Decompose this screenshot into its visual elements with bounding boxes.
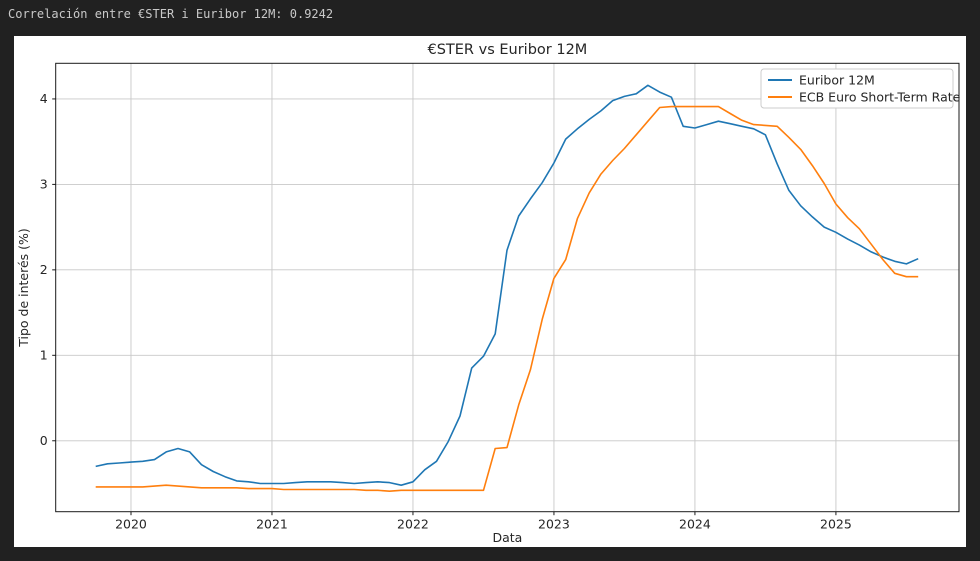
euribor-line (95, 84, 919, 487)
chart-title: €STER vs Euribor 12M (427, 42, 587, 58)
x-axis-label: Data (492, 530, 522, 545)
ester-line (95, 105, 919, 493)
x-tick-label: 2025 (820, 517, 852, 532)
chart-figure: 2020 2021 2022 2023 2024 2025 0 1 2 3 4 €STER vs … (14, 36, 966, 547)
terminal-output-line: Correlación entre €STER i Euribor 12M: 0… (8, 7, 334, 21)
x-tick-labels: 2020 2021 2022 2023 2024 2025 (115, 517, 852, 532)
x-tick-label: 2023 (538, 517, 570, 532)
axis-tick-marks (52, 98, 837, 516)
legend-box (760, 68, 954, 109)
y-tick-label: 4 (40, 91, 48, 106)
legend-label-euribor: Euribor 12M (799, 73, 875, 88)
plot-border (55, 62, 960, 513)
series-lines (95, 84, 919, 493)
legend-label-ester: ECB Euro Short-Term Rate (799, 90, 961, 105)
y-axis-label: Tipo de interés (%) (16, 228, 31, 348)
x-tick-label: 2021 (256, 517, 288, 532)
y-tick-labels: 0 1 2 3 4 (40, 91, 48, 448)
x-tick-label: 2022 (397, 517, 429, 532)
x-tick-label: 2024 (679, 517, 711, 532)
legend: Euribor 12M ECB Euro Short-Term Rate (760, 68, 961, 109)
y-tick-label: 1 (40, 348, 48, 363)
y-tick-label: 0 (40, 433, 48, 448)
chart-canvas: 2020 2021 2022 2023 2024 2025 0 1 2 3 4 €STER vs … (16, 42, 961, 545)
grid-lines (55, 63, 959, 512)
y-tick-label: 2 (40, 262, 48, 277)
y-tick-label: 3 (40, 177, 48, 192)
x-tick-label: 2020 (115, 517, 147, 532)
